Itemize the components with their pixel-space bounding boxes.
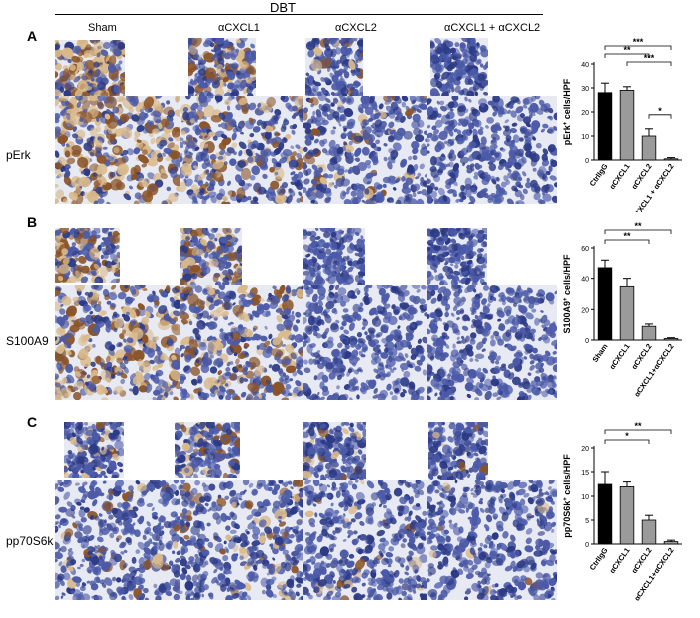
significance-bracket [604, 45, 672, 50]
significance-bracket [604, 53, 650, 58]
bar [641, 135, 657, 161]
y-tick-label: 15 [581, 470, 589, 477]
micrograph-main [55, 96, 180, 204]
y-tick-label: 30 [581, 86, 589, 93]
header-title: DBT [270, 0, 296, 15]
y-axis-label: pp70S6k+ cells/HPF [562, 454, 572, 538]
y-tick-label: 60 [581, 246, 589, 253]
y-tick-label: 0 [585, 158, 589, 165]
row-label-s100a9: S100A9 [6, 334, 49, 348]
y-tick-label: 40 [581, 62, 589, 69]
y-tick-label: 0 [585, 338, 589, 345]
bar [663, 158, 679, 161]
column-label-acxcl2: αCXCL2 [335, 22, 377, 34]
micrograph-main [180, 480, 303, 600]
significance-label: ** [623, 231, 631, 241]
significance-bracket [648, 114, 672, 119]
micrograph-inset [305, 38, 363, 96]
micrograph-main [427, 480, 557, 600]
category-label: αCXCL1+αCXCL2 [632, 546, 675, 603]
category-label: Sham [591, 342, 610, 364]
row-label-perk: pErk [6, 148, 31, 162]
micrograph-inset [175, 422, 240, 478]
micrograph-main [180, 285, 303, 400]
micrograph-inset [303, 228, 365, 286]
micrograph-main [303, 285, 427, 400]
significance-bracket [604, 429, 672, 434]
y-axis-label: pErk+ cells/HPF [562, 78, 572, 145]
bar [597, 483, 613, 545]
panel-letter-b: B [27, 214, 38, 230]
y-tick-label: 5 [585, 518, 589, 525]
bar [641, 325, 657, 341]
bar-chart-pp70s6k: 0 5 10 15 20 pp70S6k+ cells/HPF CtrlIgGαCXCL1α… [562, 422, 682, 603]
bar [619, 285, 635, 341]
micrograph-main [303, 96, 427, 204]
micrograph-main [55, 285, 180, 400]
micrograph-inset [180, 228, 242, 286]
micrograph-main [55, 480, 180, 600]
bar [663, 338, 679, 341]
row-label-pp70s6k: pp70S6k [6, 534, 54, 548]
header-rule [55, 14, 543, 15]
significance-label: *** [644, 53, 655, 63]
micrograph-inset [64, 422, 124, 478]
micrograph-main [303, 480, 427, 600]
panel-letter-a: A [27, 28, 38, 44]
y-tick-label: 20 [581, 307, 589, 314]
significance-bracket [604, 439, 650, 444]
micrograph-inset [428, 422, 488, 480]
micrograph-inset [430, 38, 488, 96]
significance-label: * [658, 106, 662, 116]
bar [663, 541, 679, 545]
column-label-sham: Sham [88, 22, 117, 34]
micrograph-main [180, 96, 303, 204]
y-axis-label: S100A9+ cells/HPF [562, 254, 572, 334]
micrograph-inset [303, 422, 366, 482]
significance-label: ** [634, 222, 642, 231]
micrograph-inset [55, 40, 125, 96]
category-label: αCXCL1+αCXCL2 [632, 342, 675, 399]
significance-bracket [604, 239, 650, 244]
category-label: CtrlIgG [588, 162, 610, 188]
micrograph-inset [427, 228, 487, 285]
micrograph-inset [55, 228, 120, 283]
y-tick-label: 0 [585, 542, 589, 549]
column-label-acxcl1: αCXCL1 [218, 22, 260, 34]
panel-letter-c: C [27, 414, 38, 430]
significance-label: ** [623, 45, 631, 55]
significance-bracket [604, 229, 672, 234]
category-label: αCXCL1 [608, 546, 632, 575]
significance-label: ** [634, 422, 642, 431]
y-tick-label: 10 [581, 494, 589, 501]
y-tick-label: 10 [581, 134, 589, 141]
category-label: αCXCL1 [608, 162, 632, 191]
column-label-acxcl1-acxcl2: αCXCL1 + αCXCL2 [444, 22, 541, 34]
micrograph-main [427, 96, 557, 204]
category-label: CtrlIgG [588, 546, 610, 572]
bar [597, 92, 613, 161]
significance-bracket [626, 61, 672, 66]
y-tick-label: 40 [581, 277, 589, 284]
bar [641, 519, 657, 545]
category-label: αCXCL1 [608, 342, 632, 371]
significance-label: *** [633, 38, 644, 47]
bar [597, 267, 613, 341]
micrograph-main [427, 285, 557, 400]
significance-label: * [625, 431, 629, 441]
micrograph-inset [188, 38, 256, 98]
y-tick-label: 20 [581, 446, 589, 453]
y-tick-label: 20 [581, 110, 589, 117]
bar [619, 90, 635, 161]
bar [619, 486, 635, 545]
